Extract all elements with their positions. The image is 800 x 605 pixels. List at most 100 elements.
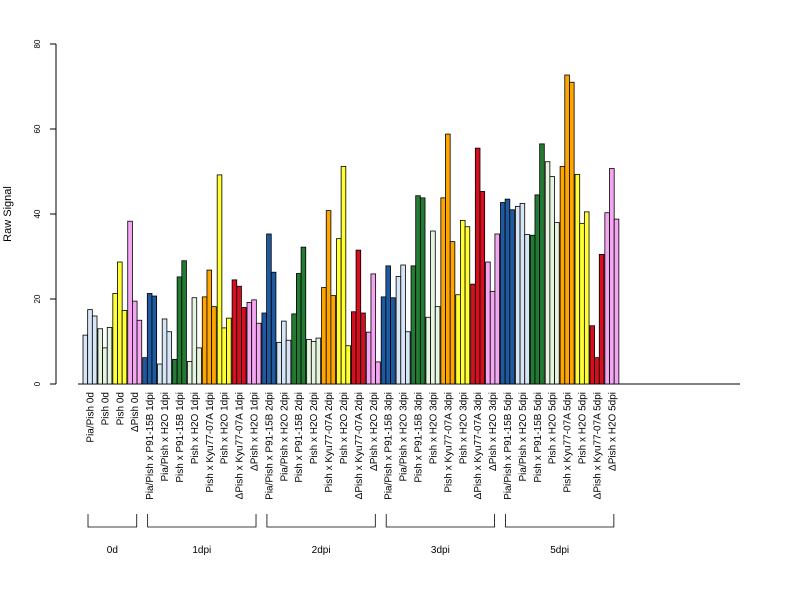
x-tick-label: Pish x H2O 2dpi <box>309 392 320 464</box>
bar <box>246 301 253 385</box>
x-tick-label: Pish x H2O 5dpi <box>548 392 559 464</box>
x-tick-label: Pish x H2O 5dpi <box>578 392 589 464</box>
bar <box>181 260 187 385</box>
bar <box>529 234 536 385</box>
y-tick-label: 80 <box>33 39 42 48</box>
x-tick-label: Pia/Pish x P91-15B 5dpi <box>503 392 514 500</box>
group-label: 5dpi <box>550 545 569 556</box>
bar <box>142 357 148 385</box>
bar <box>251 299 257 385</box>
bar <box>106 327 113 385</box>
bar <box>613 218 620 385</box>
bar <box>330 295 336 385</box>
bar <box>514 205 521 385</box>
bar <box>470 283 476 385</box>
bar <box>474 147 481 385</box>
bar <box>325 210 332 385</box>
bar <box>434 306 441 385</box>
bar <box>589 325 596 385</box>
bar <box>276 341 282 385</box>
bar <box>425 316 431 385</box>
bar <box>524 233 530 385</box>
bar <box>504 198 511 385</box>
bar <box>206 269 213 385</box>
bar <box>151 295 158 385</box>
x-tick-label: Pish x Kyu77-07A 3dpi <box>443 392 454 493</box>
bar <box>191 297 198 385</box>
y-tick-label: 20 <box>33 294 42 303</box>
bar <box>157 363 163 385</box>
bar <box>598 253 605 385</box>
bar <box>390 297 396 385</box>
bar <box>300 246 307 385</box>
bar <box>554 222 560 385</box>
bar <box>355 249 362 385</box>
bar <box>186 361 193 385</box>
bar <box>221 327 227 385</box>
bar <box>266 233 272 385</box>
bar <box>509 209 515 385</box>
bar <box>281 320 287 385</box>
bar <box>310 341 317 385</box>
bar <box>395 276 402 385</box>
bar <box>296 273 302 385</box>
bar <box>494 233 500 385</box>
bar <box>136 319 143 385</box>
bar <box>261 312 267 385</box>
bar <box>345 345 351 385</box>
bar <box>544 161 551 385</box>
bar <box>231 279 238 385</box>
bar <box>609 168 615 385</box>
bar <box>365 331 372 385</box>
bar <box>380 296 387 385</box>
x-tick-label: Pia/Pish x P91-15B 3dpi <box>384 392 395 500</box>
bar <box>583 211 590 385</box>
group-label: 0d <box>107 545 118 556</box>
bar <box>146 293 153 385</box>
bar <box>479 191 486 385</box>
bar <box>485 261 491 385</box>
bar <box>306 338 312 385</box>
group-bracket <box>87 514 138 528</box>
bar <box>211 306 217 385</box>
x-tick-label: Pia/Pish x H2O 1dpi <box>160 392 171 482</box>
bar <box>226 317 232 385</box>
x-tick-label: Pia/Pish x H2O 2dpi <box>279 392 290 482</box>
bar <box>172 358 178 385</box>
x-tick-label: ΔPish 0d <box>130 392 141 432</box>
bar <box>236 285 242 385</box>
x-tick-label: Pish x Kyu77-07A 5dpi <box>563 392 574 493</box>
x-tick-label: Pish x P91-15B 2dpi <box>294 392 305 483</box>
group-label: 3dpi <box>431 545 450 556</box>
y-tick-label: 40 <box>33 209 42 218</box>
x-tick-label: Pish 0d <box>100 392 111 425</box>
bar <box>97 328 103 385</box>
group-brackets: 0d 1dpi 2dpi 3dpi 5dpi <box>87 514 615 556</box>
bar <box>370 273 377 385</box>
bar <box>360 312 366 385</box>
x-tick-label: ΔPish x Kyu77-07A 1dpi <box>235 392 246 499</box>
bar <box>176 276 183 385</box>
x-tick-label: ΔPish x Kyu77-07A 2dpi <box>354 392 365 499</box>
bar <box>87 309 93 385</box>
bar <box>321 287 327 385</box>
bar <box>112 293 118 385</box>
bar <box>604 212 610 385</box>
bar <box>405 331 411 385</box>
y-tick-label: 0 <box>33 381 42 386</box>
x-tick-label: Pia/Pish x P91-15B 2dpi <box>264 392 275 500</box>
bar <box>419 197 426 385</box>
bar <box>291 313 297 385</box>
bar <box>569 81 575 385</box>
x-tick-label: Pia/Pish x H2O 3dpi <box>399 392 410 482</box>
bar <box>445 133 451 385</box>
bar <box>549 176 555 385</box>
bar <box>340 165 347 385</box>
x-tick-label: ΔPish x H2O 1dpi <box>250 392 261 471</box>
bar <box>121 310 128 385</box>
bar <box>241 307 247 385</box>
bar <box>539 143 545 385</box>
x-tick-label: Pish x P91-15B 1dpi <box>175 392 186 483</box>
x-tick-label: Pish x Kyu77-07A 2dpi <box>324 392 335 493</box>
